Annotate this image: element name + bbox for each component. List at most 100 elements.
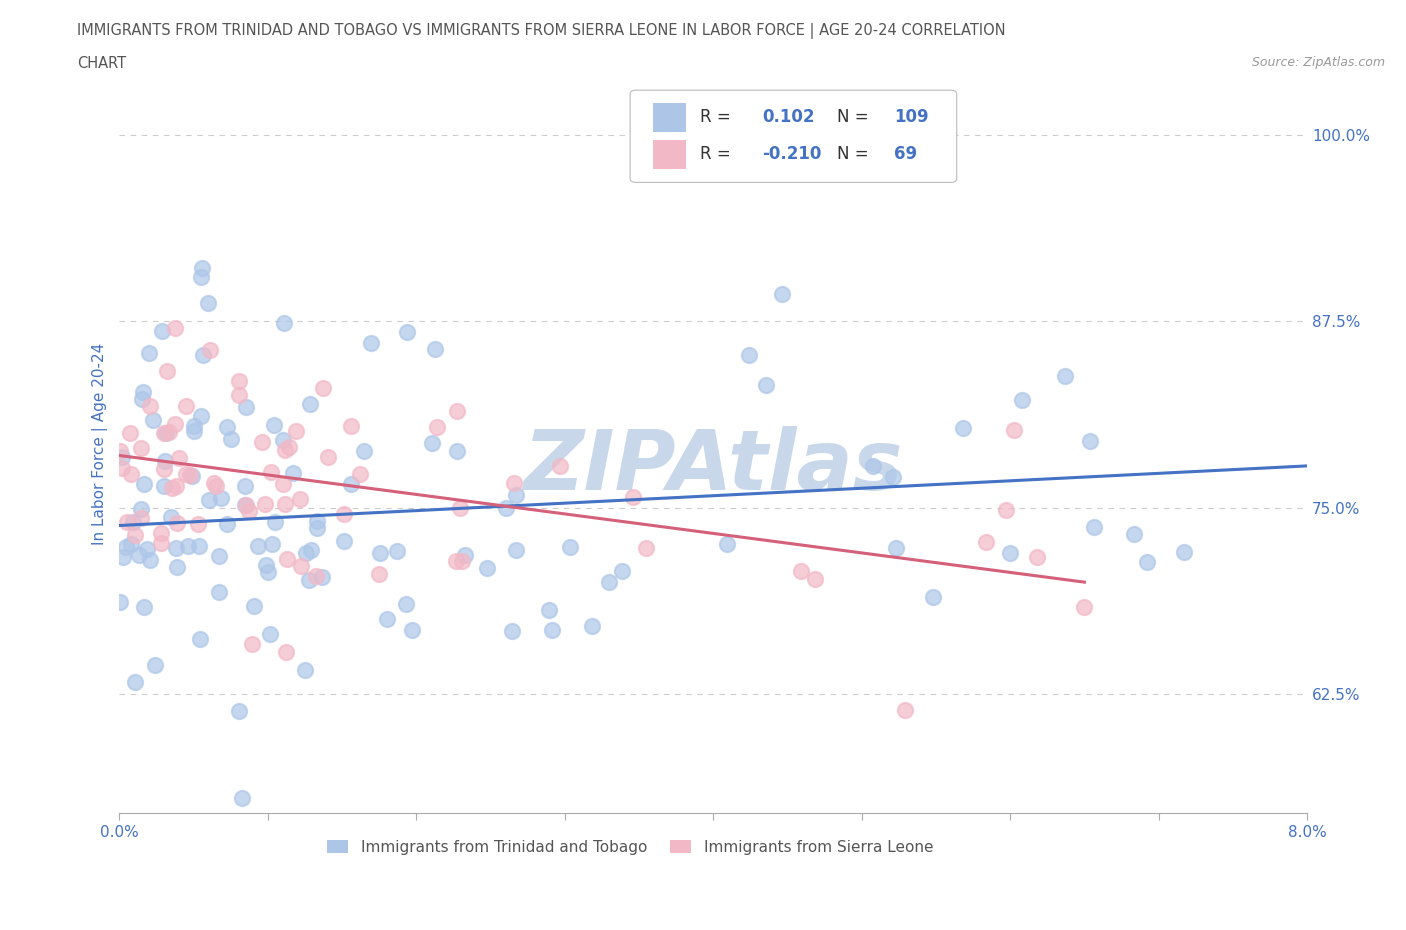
Point <box>262 537 284 551</box>
Point <box>505 487 527 502</box>
Point <box>143 658 166 672</box>
Point <box>209 491 232 506</box>
Point <box>233 479 256 494</box>
Point <box>190 409 212 424</box>
Point <box>340 476 363 491</box>
Point <box>1173 545 1195 560</box>
Point <box>634 540 657 555</box>
Point <box>228 704 250 719</box>
Point <box>558 539 581 554</box>
Point <box>124 527 146 542</box>
Point <box>598 574 620 589</box>
Point <box>120 467 142 482</box>
Point <box>495 500 517 515</box>
Point <box>242 598 264 613</box>
Point <box>274 497 297 512</box>
Point <box>274 645 297 660</box>
Point <box>215 517 238 532</box>
Point <box>257 565 280 579</box>
Point <box>375 611 398 626</box>
Point <box>108 444 131 458</box>
Point <box>153 426 176 441</box>
Bar <box>652 102 686 132</box>
Point <box>332 534 354 549</box>
Point <box>276 551 298 566</box>
Point <box>922 590 945 604</box>
Point <box>198 343 221 358</box>
Point <box>263 418 285 432</box>
Point <box>446 404 468 418</box>
Point <box>253 497 276 512</box>
Point <box>1054 369 1077 384</box>
Point <box>190 270 212 285</box>
Point <box>208 584 231 599</box>
Point <box>894 703 917 718</box>
Point <box>1002 423 1025 438</box>
Point <box>231 790 253 805</box>
Point <box>446 443 468 458</box>
Point <box>157 424 180 439</box>
Point <box>475 560 498 575</box>
Point <box>138 346 160 361</box>
Point <box>1011 392 1033 407</box>
Point <box>444 553 467 568</box>
Point <box>252 434 274 449</box>
Point <box>884 540 907 555</box>
Point <box>153 479 176 494</box>
Point <box>150 324 173 339</box>
Point <box>1080 433 1102 448</box>
Point <box>298 573 321 588</box>
Point <box>387 543 409 558</box>
Point <box>129 501 152 516</box>
Point <box>166 515 188 530</box>
Point <box>738 347 761 362</box>
Point <box>181 469 204 484</box>
Point <box>862 458 884 473</box>
Y-axis label: In Labor Force | Age 20-24: In Labor Force | Age 20-24 <box>93 343 108 545</box>
Point <box>299 396 322 411</box>
Text: -0.210: -0.210 <box>762 145 821 164</box>
Point <box>274 443 297 458</box>
Point <box>420 436 443 451</box>
Point <box>288 492 311 507</box>
Point <box>139 552 162 567</box>
Point <box>998 546 1021 561</box>
Point <box>277 439 299 454</box>
Point <box>166 559 188 574</box>
Point <box>228 373 250 388</box>
Point <box>353 444 375 458</box>
Point <box>803 571 825 586</box>
Point <box>1025 549 1047 564</box>
Point <box>235 399 257 414</box>
Point <box>177 538 200 553</box>
Point <box>165 541 187 556</box>
Point <box>299 542 322 557</box>
Point <box>294 662 316 677</box>
Point <box>198 493 221 508</box>
Point <box>153 454 176 469</box>
Text: N =: N = <box>837 109 869 126</box>
Point <box>1136 554 1159 569</box>
Text: N =: N = <box>837 145 869 164</box>
Point <box>423 341 446 356</box>
Point <box>240 637 263 652</box>
Point <box>305 513 328 528</box>
Point <box>541 622 564 637</box>
Point <box>149 536 172 551</box>
Point <box>882 470 904 485</box>
Point <box>1073 600 1095 615</box>
Point <box>333 507 356 522</box>
Point <box>340 418 363 433</box>
Point <box>176 399 198 414</box>
Point <box>117 514 139 529</box>
Point <box>188 538 211 553</box>
Point <box>290 559 312 574</box>
Point <box>149 525 172 540</box>
Point <box>132 476 155 491</box>
Text: 109: 109 <box>894 109 928 126</box>
Point <box>163 321 186 336</box>
Point <box>131 392 153 406</box>
Point <box>450 553 472 568</box>
Point <box>235 498 257 512</box>
Point <box>246 538 269 553</box>
